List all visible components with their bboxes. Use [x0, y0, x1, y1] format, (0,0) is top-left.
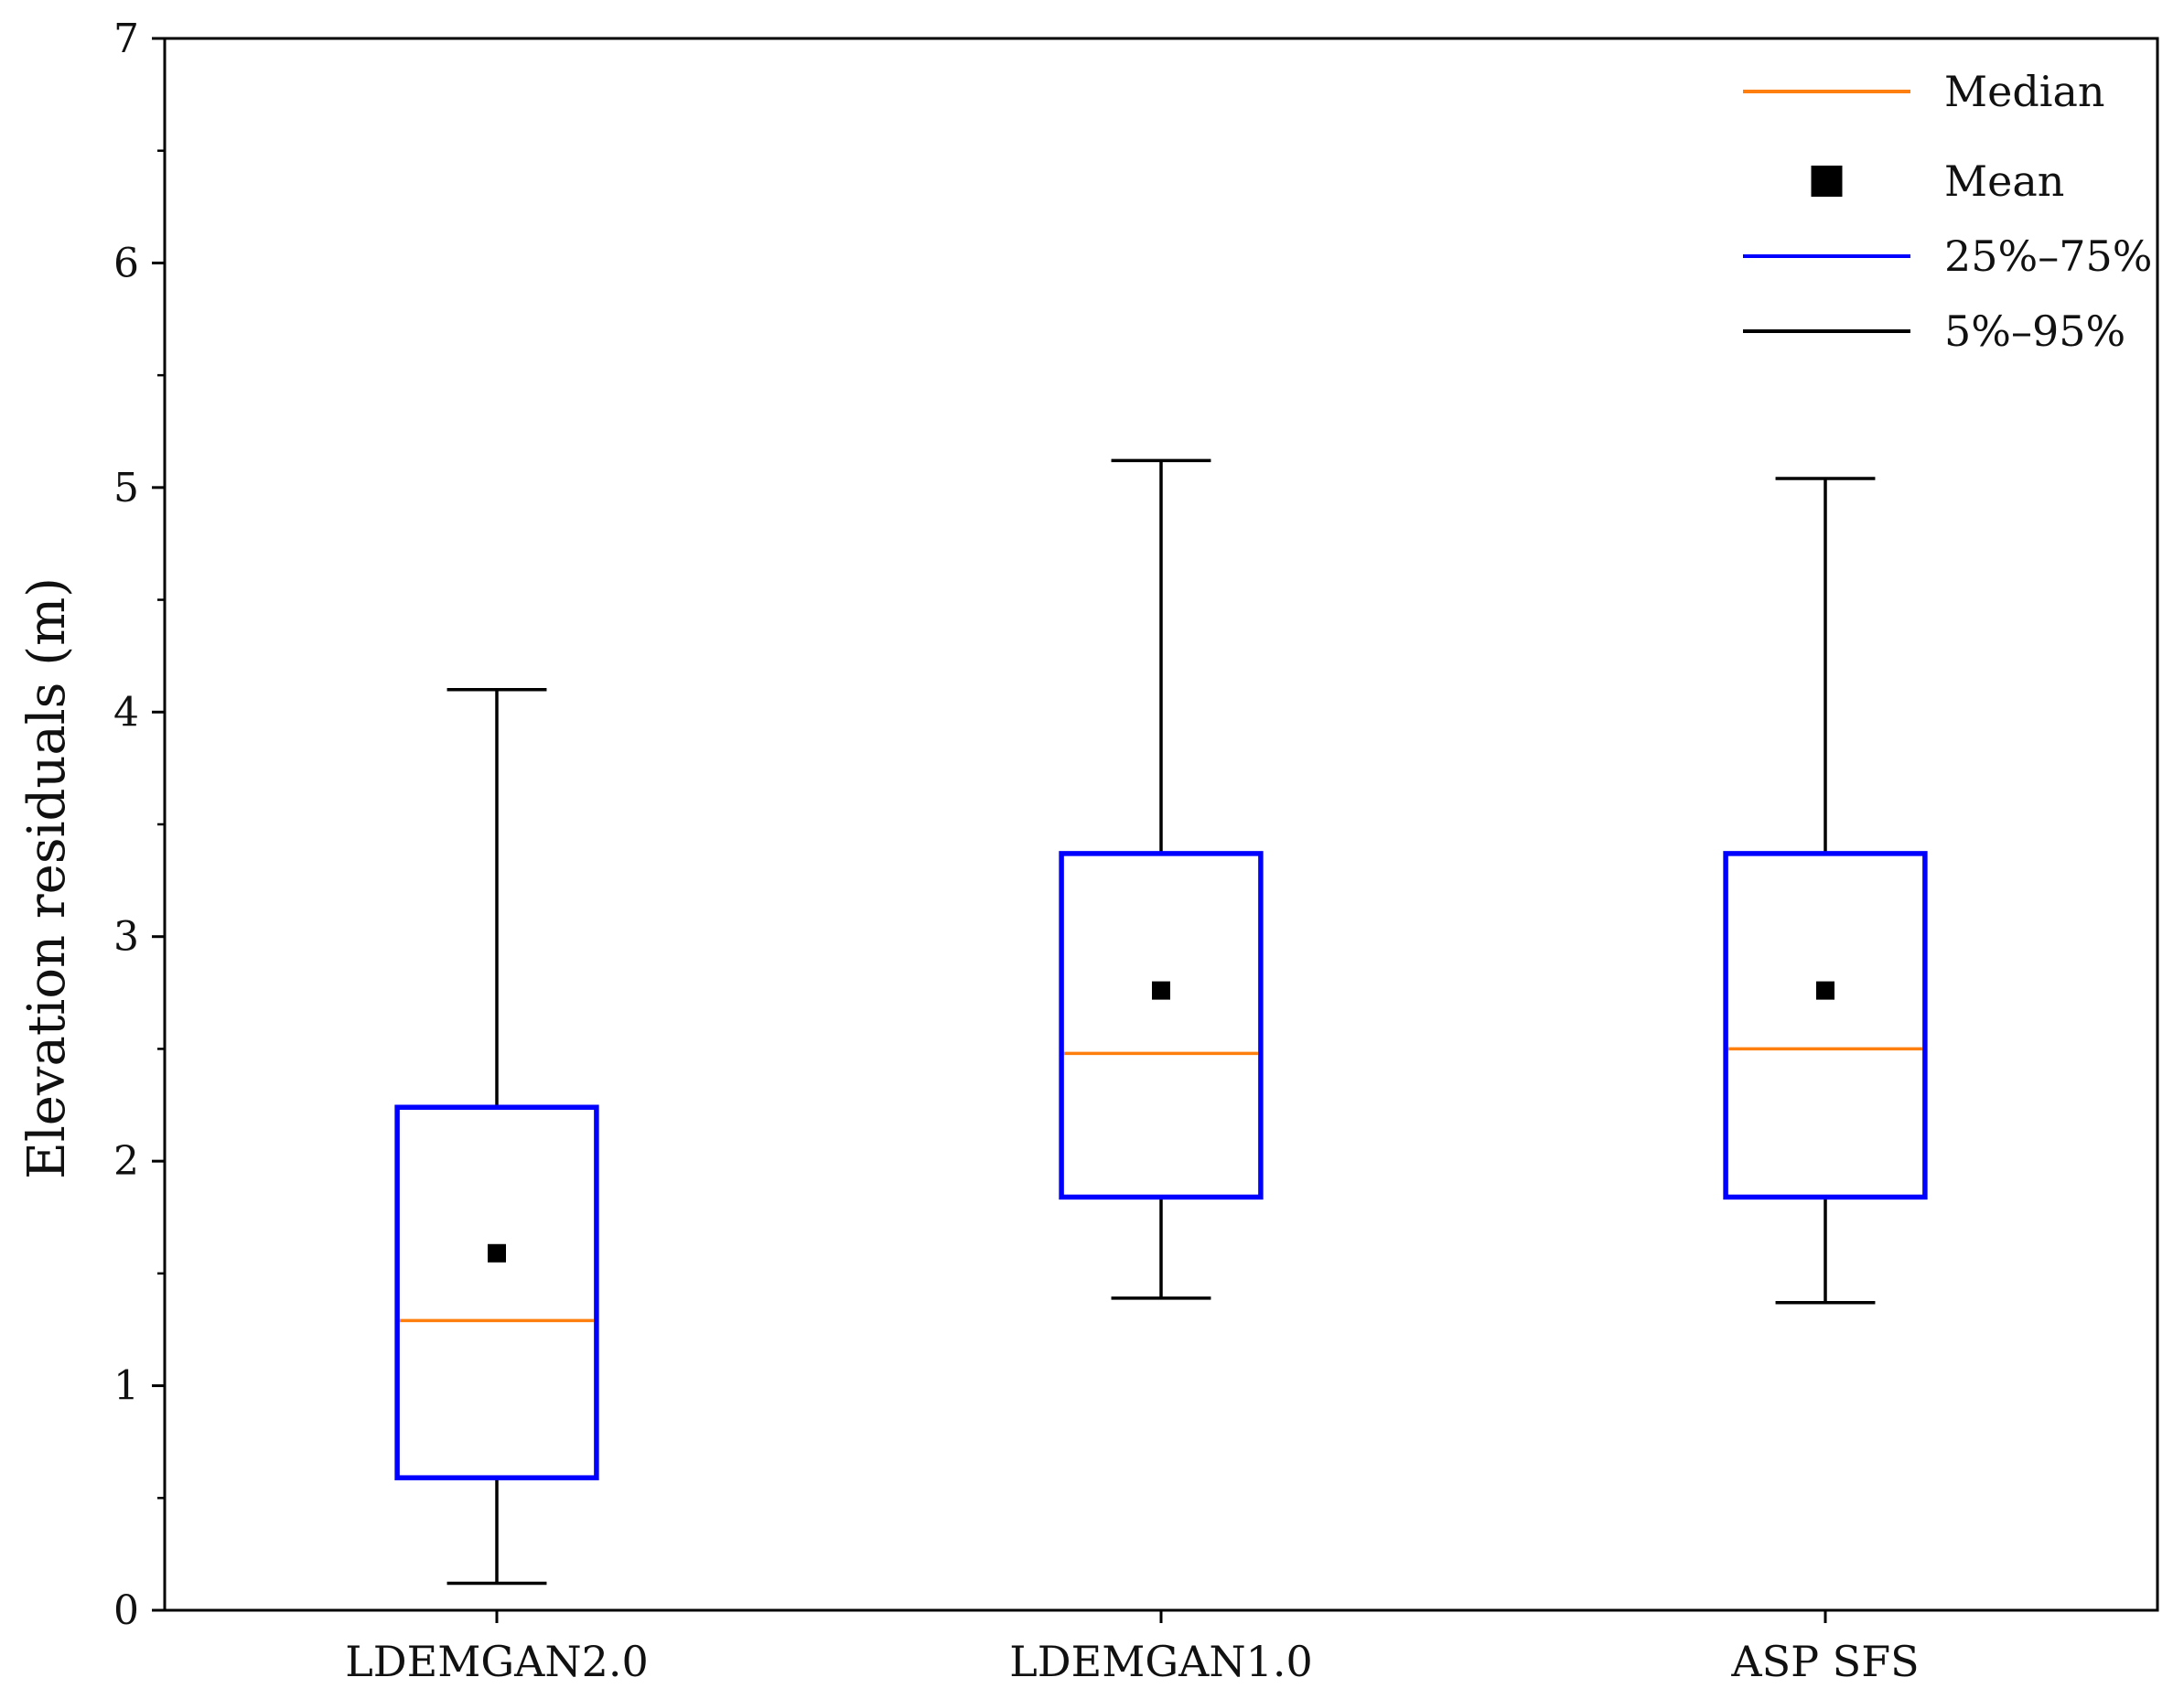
x-tick-label-2: ASP SFS: [1730, 1637, 1919, 1686]
legend-label-mean: Mean: [1944, 156, 2064, 206]
x-tick-label-1: LDEMGAN1.0: [1009, 1637, 1312, 1686]
box-2: [1723, 477, 1928, 1305]
iqr-box: [394, 1104, 599, 1480]
y-tick-label-7: 7: [113, 16, 139, 62]
boxes-group: [394, 458, 1928, 1586]
y-tick-label-2: 2: [113, 1138, 139, 1185]
legend-item-whisker: 5%–95%: [1743, 306, 2125, 356]
box-0: [394, 687, 599, 1586]
mean-marker: [488, 1243, 506, 1263]
iqr-box: [1059, 851, 1264, 1200]
legend-item-mean: Mean: [1811, 156, 2064, 206]
y-tick-label-1: 1: [113, 1363, 139, 1410]
y-axis-title: Elevation residuals (m): [17, 577, 77, 1179]
legend-item-box: 25%–75%: [1743, 231, 2152, 281]
legend-label-median: Median: [1944, 67, 2105, 116]
legend-item-median: Median: [1743, 67, 2105, 116]
y-tick-label-4: 4: [113, 689, 139, 736]
y-tick-label-3: 3: [113, 914, 139, 961]
axes-group: 0 1 2 3 4 5 6 7 LDEMGAN2.0 LDEMGAN1.0 ASP SFS: [113, 16, 2159, 1686]
box-1: [1059, 458, 1264, 1300]
y-tick-label-0: 0: [113, 1587, 139, 1634]
iqr-box: [1723, 851, 1928, 1200]
x-tick-label-0: LDEMGAN2.0: [345, 1637, 648, 1686]
legend: Median Mean 25%–75% 5%–95%: [1743, 67, 2152, 356]
legend-label-box: 25%–75%: [1944, 231, 2152, 281]
y-tick-label-6: 6: [113, 240, 139, 286]
legend-marker-mean: [1811, 166, 1843, 197]
y-tick-label-5: 5: [113, 465, 139, 511]
legend-label-whisker: 5%–95%: [1944, 306, 2125, 356]
mean-marker: [1152, 981, 1170, 1000]
mean-marker: [1816, 981, 1834, 1000]
